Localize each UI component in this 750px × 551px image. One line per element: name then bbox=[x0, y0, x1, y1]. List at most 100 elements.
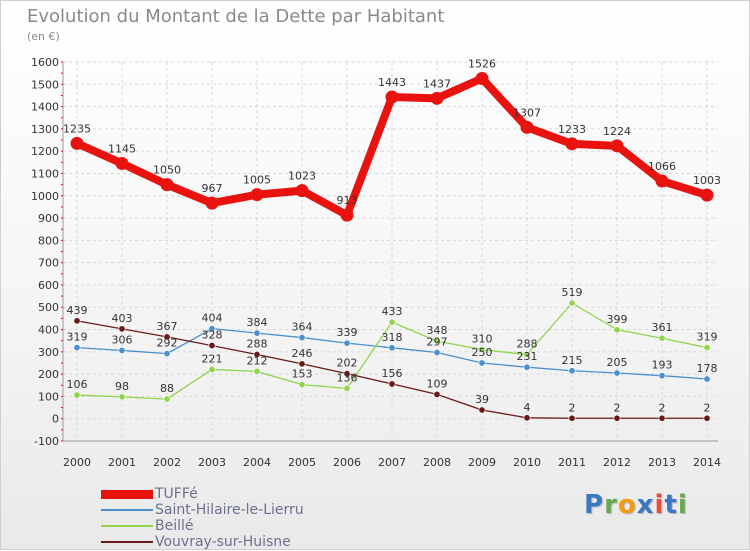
data-label-beille: 433 bbox=[382, 305, 403, 318]
data-label-vouvray-sur-huisne: 2 bbox=[614, 401, 621, 414]
data-point-beille bbox=[118, 393, 126, 401]
data-label-saint-hilaire-le-lierru: 364 bbox=[292, 321, 313, 334]
data-point-vouvray-sur-huisne bbox=[703, 414, 711, 422]
y-tick-label: 400 bbox=[38, 324, 59, 337]
data-point-tuffe bbox=[610, 139, 624, 153]
data-label-beille: 319 bbox=[697, 331, 718, 344]
y-tick-label: 200 bbox=[38, 368, 59, 381]
data-point-beille bbox=[298, 381, 306, 389]
data-label-beille: 106 bbox=[67, 378, 88, 391]
data-label-beille: 221 bbox=[202, 352, 223, 365]
data-point-saint-hilaire-le-lierru bbox=[613, 369, 621, 377]
data-point-vouvray-sur-huisne bbox=[658, 414, 666, 422]
data-label-vouvray-sur-huisne: 439 bbox=[67, 304, 88, 317]
data-label-vouvray-sur-huisne: 367 bbox=[157, 320, 178, 333]
data-label-tuffe: 1443 bbox=[378, 76, 406, 89]
data-point-vouvray-sur-huisne bbox=[568, 414, 576, 422]
data-point-tuffe bbox=[70, 136, 84, 150]
data-point-saint-hilaire-le-lierru bbox=[433, 348, 441, 356]
data-label-saint-hilaire-le-lierru: 297 bbox=[427, 335, 448, 348]
data-label-tuffe: 967 bbox=[202, 182, 223, 195]
data-label-vouvray-sur-huisne: 109 bbox=[427, 377, 448, 390]
data-point-saint-hilaire-le-lierru bbox=[388, 344, 396, 352]
data-point-tuffe bbox=[250, 188, 264, 202]
data-label-vouvray-sur-huisne: 403 bbox=[112, 312, 133, 325]
data-label-tuffe: 1224 bbox=[603, 125, 631, 138]
x-tick-label: 2010 bbox=[513, 456, 541, 469]
data-point-vouvray-sur-huisne bbox=[343, 370, 351, 378]
data-label-tuffe: 1003 bbox=[693, 174, 721, 187]
data-point-tuffe bbox=[700, 188, 714, 202]
data-label-saint-hilaire-le-lierru: 384 bbox=[247, 316, 268, 329]
data-point-beille bbox=[253, 367, 261, 375]
data-label-vouvray-sur-huisne: 246 bbox=[292, 347, 313, 360]
y-tick-label: 1500 bbox=[31, 78, 59, 91]
y-tick-label: 900 bbox=[38, 212, 59, 225]
x-tick-label: 2002 bbox=[153, 456, 181, 469]
x-tick-label: 2007 bbox=[378, 456, 406, 469]
data-point-beille bbox=[703, 344, 711, 352]
data-label-vouvray-sur-huisne: 202 bbox=[337, 357, 358, 370]
data-label-vouvray-sur-huisne: 288 bbox=[247, 337, 268, 350]
data-point-vouvray-sur-huisne bbox=[298, 360, 306, 368]
data-label-tuffe: 1233 bbox=[558, 123, 586, 136]
data-point-tuffe bbox=[115, 156, 129, 170]
data-point-vouvray-sur-huisne bbox=[478, 406, 486, 414]
chart-title: Evolution du Montant de la Dette par Hab… bbox=[27, 6, 445, 27]
data-point-tuffe bbox=[205, 196, 219, 210]
legend-item: Vouvray-sur-Huisne bbox=[101, 534, 304, 550]
chart-legend: TUFFé Saint-Hilaire-le-Lierru Beillé Vouvra… bbox=[101, 486, 304, 550]
data-point-saint-hilaire-le-lierru bbox=[703, 375, 711, 383]
chart-subtitle: (en €) bbox=[27, 30, 60, 43]
y-tick-label: 700 bbox=[38, 257, 59, 270]
data-point-vouvray-sur-huisne bbox=[388, 380, 396, 388]
y-tick-label: 1200 bbox=[31, 145, 59, 158]
legend-item: TUFFé bbox=[101, 486, 304, 502]
logo-letter: i bbox=[654, 490, 665, 520]
data-point-saint-hilaire-le-lierru bbox=[118, 346, 126, 354]
y-tick-label: 600 bbox=[38, 279, 59, 292]
data-point-vouvray-sur-huisne bbox=[523, 414, 531, 422]
data-label-saint-hilaire-le-lierru: 404 bbox=[202, 312, 223, 325]
y-tick-label: 500 bbox=[38, 301, 59, 314]
data-point-vouvray-sur-huisne bbox=[613, 414, 621, 422]
legend-label: Vouvray-sur-Huisne bbox=[155, 534, 291, 550]
data-label-tuffe: 1145 bbox=[108, 142, 136, 155]
x-tick-label: 2000 bbox=[63, 456, 91, 469]
x-tick-label: 2014 bbox=[693, 456, 721, 469]
data-label-saint-hilaire-le-lierru: 205 bbox=[607, 356, 628, 369]
data-label-tuffe: 913 bbox=[337, 194, 358, 207]
data-point-beille bbox=[388, 318, 396, 326]
y-tick-label: 0 bbox=[52, 413, 59, 426]
data-point-saint-hilaire-le-lierru bbox=[478, 359, 486, 367]
data-point-tuffe bbox=[655, 174, 669, 188]
y-tick-label: 1000 bbox=[31, 190, 59, 203]
logo-letter: i bbox=[677, 490, 688, 520]
logo-letter: P bbox=[584, 490, 605, 520]
y-tick-label: -100 bbox=[34, 435, 59, 448]
data-label-tuffe: 1005 bbox=[243, 174, 271, 187]
data-label-vouvray-sur-huisne: 4 bbox=[524, 401, 531, 414]
data-label-vouvray-sur-huisne: 39 bbox=[475, 393, 489, 406]
logo-letter: o bbox=[617, 490, 637, 520]
legend-label: Beillé bbox=[155, 518, 194, 534]
x-tick-label: 2013 bbox=[648, 456, 676, 469]
data-point-vouvray-sur-huisne bbox=[208, 342, 216, 350]
data-point-beille bbox=[163, 395, 171, 403]
data-point-saint-hilaire-le-lierru bbox=[73, 344, 81, 352]
x-tick-label: 2006 bbox=[333, 456, 361, 469]
data-point-tuffe bbox=[295, 184, 309, 198]
data-label-beille: 98 bbox=[115, 380, 129, 393]
data-point-tuffe bbox=[565, 137, 579, 151]
data-point-saint-hilaire-le-lierru bbox=[253, 329, 261, 337]
legend-swatch bbox=[101, 525, 153, 527]
data-label-beille: 310 bbox=[472, 333, 493, 346]
data-point-tuffe bbox=[430, 91, 444, 105]
data-point-saint-hilaire-le-lierru bbox=[658, 372, 666, 380]
data-label-tuffe: 1437 bbox=[423, 77, 451, 90]
data-point-saint-hilaire-le-lierru bbox=[208, 325, 216, 333]
legend-item: Beillé bbox=[101, 518, 304, 534]
data-point-beille bbox=[343, 384, 351, 392]
data-label-saint-hilaire-le-lierru: 215 bbox=[562, 354, 583, 367]
